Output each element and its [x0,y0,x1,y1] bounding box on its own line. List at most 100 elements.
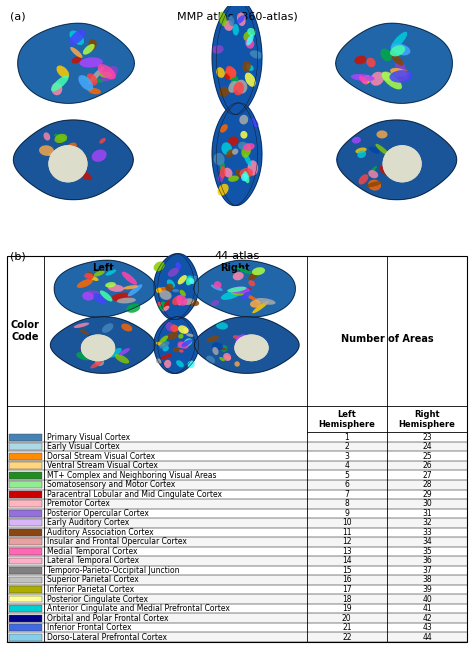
Text: Number of Areas: Number of Areas [341,334,433,344]
Text: Early Visual Cortex: Early Visual Cortex [47,442,119,451]
Ellipse shape [173,347,180,353]
Polygon shape [195,317,299,373]
Polygon shape [336,23,452,104]
Ellipse shape [252,267,265,275]
Ellipse shape [123,285,138,289]
Ellipse shape [228,137,239,146]
Ellipse shape [167,332,178,340]
Text: 8: 8 [345,499,349,509]
Text: 16: 16 [342,575,352,584]
Ellipse shape [180,290,186,296]
Ellipse shape [239,115,248,124]
Polygon shape [194,260,295,317]
Bar [7,490,467,499]
Ellipse shape [218,174,224,182]
Ellipse shape [175,262,181,269]
Ellipse shape [240,131,247,138]
Ellipse shape [233,24,239,36]
Ellipse shape [186,276,194,283]
Text: Inferior Parietal Cortex: Inferior Parietal Cortex [47,585,134,594]
Ellipse shape [216,67,225,78]
Ellipse shape [235,335,268,360]
Bar [9,510,42,517]
Ellipse shape [83,44,95,55]
Ellipse shape [219,12,227,27]
Text: 23: 23 [422,433,432,442]
Bar [9,596,42,602]
Polygon shape [217,1,262,115]
Ellipse shape [212,45,224,54]
Bar [9,567,42,574]
Ellipse shape [214,153,225,166]
Ellipse shape [351,74,374,82]
Ellipse shape [179,349,183,353]
Ellipse shape [172,296,182,305]
Text: Dorsal Stream Visual Cortex: Dorsal Stream Visual Cortex [47,452,155,461]
Text: 30: 30 [422,499,432,509]
Ellipse shape [94,357,102,361]
Text: Lateral Temporal Cortex: Lateral Temporal Cortex [47,556,139,565]
Bar [9,548,42,555]
Ellipse shape [106,269,116,276]
Ellipse shape [182,340,192,347]
Text: Inferior Frontal Cortex: Inferior Frontal Cortex [47,623,131,632]
Bar [7,632,467,642]
Bar [9,443,42,450]
Ellipse shape [74,148,81,159]
Ellipse shape [189,278,195,284]
Ellipse shape [225,73,230,80]
Ellipse shape [250,300,261,308]
Bar [7,432,467,442]
Ellipse shape [230,287,250,294]
Ellipse shape [366,181,382,187]
Ellipse shape [255,298,275,305]
Ellipse shape [357,151,366,158]
Ellipse shape [163,345,169,351]
Polygon shape [154,254,195,320]
Bar [9,491,42,498]
Bar [7,470,467,480]
Ellipse shape [243,143,255,151]
Ellipse shape [236,334,246,342]
Ellipse shape [391,32,407,50]
Bar [7,499,467,509]
Text: Orbital and Polar Frontal Cortex: Orbital and Polar Frontal Cortex [47,613,168,622]
Ellipse shape [392,43,410,56]
Ellipse shape [385,151,393,158]
Ellipse shape [390,45,405,56]
Ellipse shape [235,335,268,360]
Ellipse shape [161,354,172,360]
Ellipse shape [385,153,398,164]
Text: 15: 15 [342,566,352,575]
Ellipse shape [121,324,132,331]
Polygon shape [337,120,456,199]
Ellipse shape [94,270,105,276]
Ellipse shape [178,275,187,285]
Ellipse shape [183,338,192,346]
Bar [7,556,467,565]
Text: MMP atlas (360-atlas): MMP atlas (360-atlas) [177,11,297,21]
Ellipse shape [221,142,232,155]
Ellipse shape [234,287,251,291]
Text: MT+ Complex and Neighboring Visual Areas: MT+ Complex and Neighboring Visual Areas [47,471,216,479]
Ellipse shape [159,341,169,349]
Ellipse shape [233,335,242,340]
Ellipse shape [49,146,87,182]
Ellipse shape [381,72,393,81]
Text: 9: 9 [344,509,349,518]
Ellipse shape [186,278,192,285]
Ellipse shape [214,281,221,289]
Bar [7,575,467,585]
Ellipse shape [220,345,228,352]
Ellipse shape [235,361,240,367]
Ellipse shape [99,72,112,78]
Ellipse shape [170,324,178,332]
Bar [7,480,467,490]
Ellipse shape [102,324,113,333]
Ellipse shape [176,295,187,306]
Ellipse shape [220,166,226,179]
Ellipse shape [240,337,247,344]
Ellipse shape [80,152,87,163]
Text: 42: 42 [422,613,432,622]
Ellipse shape [219,347,227,350]
